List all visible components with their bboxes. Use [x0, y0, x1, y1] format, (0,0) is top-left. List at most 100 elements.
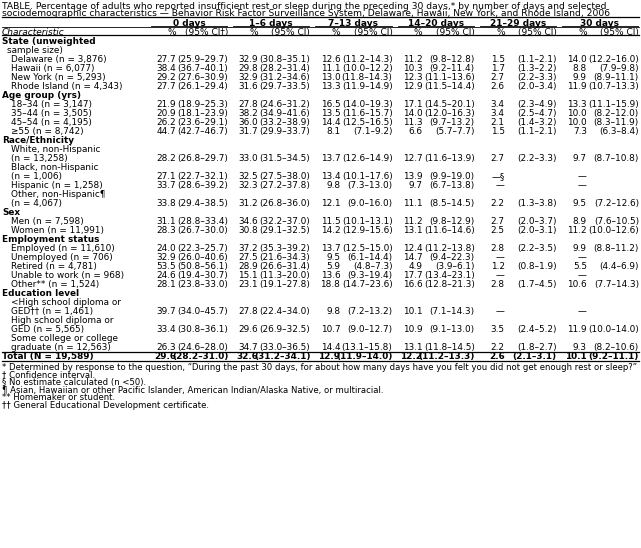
- Text: 14.4: 14.4: [320, 118, 340, 127]
- Text: 11.5: 11.5: [320, 217, 340, 226]
- Text: (9.3–19.4): (9.3–19.4): [347, 271, 392, 280]
- Text: 33.4: 33.4: [156, 325, 176, 334]
- Text: 1.2: 1.2: [490, 262, 504, 271]
- Text: (11.1–13.6): (11.1–13.6): [424, 73, 475, 82]
- Text: 35–44 (n = 3,505): 35–44 (n = 3,505): [11, 109, 92, 118]
- Text: 11.1: 11.1: [320, 64, 340, 73]
- Text: (6.7–13.8): (6.7–13.8): [429, 181, 475, 190]
- Text: 15.1: 15.1: [238, 271, 258, 280]
- Text: (31.2–34.1): (31.2–34.1): [254, 352, 310, 361]
- Text: 9.8: 9.8: [326, 307, 340, 316]
- Text: 2.7: 2.7: [490, 217, 504, 226]
- Text: (9.8–12.9): (9.8–12.9): [429, 217, 475, 226]
- Text: High school diploma or: High school diploma or: [11, 316, 113, 325]
- Text: 27.8: 27.8: [238, 307, 258, 316]
- Text: New York (n = 5,293): New York (n = 5,293): [11, 73, 106, 82]
- Text: (11.2–14.3): (11.2–14.3): [342, 55, 392, 64]
- Text: 39.7: 39.7: [156, 307, 176, 316]
- Text: 31.2: 31.2: [238, 199, 258, 208]
- Text: —: —: [578, 172, 587, 181]
- Text: 0 days: 0 days: [172, 19, 206, 28]
- Text: 27.8: 27.8: [238, 100, 258, 109]
- Text: (33.0–36.5): (33.0–36.5): [260, 343, 310, 352]
- Text: (4.8–7.3): (4.8–7.3): [353, 262, 392, 271]
- Text: 4.9: 4.9: [408, 262, 422, 271]
- Text: (n = 1,006): (n = 1,006): [11, 172, 62, 181]
- Text: Total (N = 19,589): Total (N = 19,589): [2, 352, 94, 361]
- Text: —: —: [578, 307, 587, 316]
- Text: 2.8: 2.8: [490, 244, 504, 253]
- Text: (12.2–16.0): (12.2–16.0): [588, 55, 639, 64]
- Text: (9.8–12.8): (9.8–12.8): [429, 55, 475, 64]
- Text: (2.0–3.4): (2.0–3.4): [517, 82, 557, 91]
- Text: (10.0–12.6): (10.0–12.6): [588, 226, 639, 235]
- Text: (7.2–13.2): (7.2–13.2): [347, 307, 392, 316]
- Text: 11.9: 11.9: [567, 82, 587, 91]
- Text: (25.9–29.7): (25.9–29.7): [178, 55, 228, 64]
- Text: (28.6–39.2): (28.6–39.2): [178, 181, 228, 190]
- Text: (34.0–45.7): (34.0–45.7): [178, 307, 228, 316]
- Text: 29.6: 29.6: [238, 325, 258, 334]
- Text: 28.3: 28.3: [156, 226, 176, 235]
- Text: 27.7: 27.7: [156, 82, 176, 91]
- Text: 17.1: 17.1: [403, 100, 422, 109]
- Text: 33.0: 33.0: [238, 154, 258, 163]
- Text: 21.9: 21.9: [156, 100, 176, 109]
- Text: State (unweighted: State (unweighted: [2, 37, 96, 46]
- Text: Black, non-Hispanic: Black, non-Hispanic: [11, 163, 98, 172]
- Text: (28.2–31.4): (28.2–31.4): [260, 64, 310, 73]
- Text: graduate (n = 12,563): graduate (n = 12,563): [11, 343, 111, 352]
- Text: Education level: Education level: [2, 289, 79, 298]
- Text: (26.6–31.4): (26.6–31.4): [260, 262, 310, 271]
- Text: (11.6–14.6): (11.6–14.6): [424, 226, 475, 235]
- Text: (2.5–4.7): (2.5–4.7): [517, 109, 557, 118]
- Text: (21.6–34.3): (21.6–34.3): [260, 253, 310, 262]
- Text: (7.7–14.3): (7.7–14.3): [594, 280, 639, 289]
- Text: (19.1–27.8): (19.1–27.8): [260, 280, 310, 289]
- Text: 11.9: 11.9: [567, 325, 587, 334]
- Text: 1–6 days: 1–6 days: [249, 19, 293, 28]
- Text: 31.6: 31.6: [238, 82, 258, 91]
- Text: %: %: [167, 28, 176, 37]
- Text: Men (n = 7,598): Men (n = 7,598): [11, 217, 84, 226]
- Text: 11.2: 11.2: [403, 55, 422, 64]
- Text: (9.2–11.1): (9.2–11.1): [588, 352, 639, 361]
- Text: (22.4–34.0): (22.4–34.0): [260, 307, 310, 316]
- Text: 13.1: 13.1: [403, 226, 422, 235]
- Text: 2.6: 2.6: [489, 352, 504, 361]
- Text: (14.0–19.3): (14.0–19.3): [342, 100, 392, 109]
- Text: (8.9–11.1): (8.9–11.1): [594, 73, 639, 82]
- Text: 2.2: 2.2: [490, 343, 504, 352]
- Text: (2.2–3.3): (2.2–3.3): [517, 154, 557, 163]
- Text: 38.4: 38.4: [156, 64, 176, 73]
- Text: 1.7: 1.7: [490, 64, 504, 73]
- Text: 13.7: 13.7: [320, 244, 340, 253]
- Text: (6.1–14.4): (6.1–14.4): [347, 253, 392, 262]
- Text: 26.2: 26.2: [156, 118, 176, 127]
- Text: 10.0: 10.0: [567, 109, 587, 118]
- Text: 9.5: 9.5: [573, 199, 587, 208]
- Text: (29.7–33.5): (29.7–33.5): [260, 82, 310, 91]
- Text: (8.5–14.5): (8.5–14.5): [429, 199, 475, 208]
- Text: Race/Ethnicity: Race/Ethnicity: [2, 136, 74, 145]
- Text: 32.3: 32.3: [238, 181, 258, 190]
- Text: (26.8–36.0): (26.8–36.0): [260, 199, 310, 208]
- Text: 12.2: 12.2: [401, 352, 422, 361]
- Text: (4.4–6.9): (4.4–6.9): [599, 262, 639, 271]
- Text: (18.1–23.9): (18.1–23.9): [178, 109, 228, 118]
- Text: (11.6–13.9): (11.6–13.9): [424, 154, 475, 163]
- Text: (8.2–12.0): (8.2–12.0): [594, 109, 639, 118]
- Text: 9.7: 9.7: [573, 154, 587, 163]
- Text: 45–54 (n = 4,195): 45–54 (n = 4,195): [11, 118, 92, 127]
- Text: 14–20 days: 14–20 days: [408, 19, 463, 28]
- Text: —: —: [495, 181, 504, 190]
- Text: Sex: Sex: [2, 208, 20, 217]
- Text: (8.7–10.8): (8.7–10.8): [594, 154, 639, 163]
- Text: (95% CI): (95% CI): [271, 28, 310, 37]
- Text: 9.7: 9.7: [408, 181, 422, 190]
- Text: (18.9–25.3): (18.9–25.3): [178, 100, 228, 109]
- Text: 14.4: 14.4: [320, 343, 340, 352]
- Text: (11.5–14.4): (11.5–14.4): [424, 82, 475, 91]
- Text: 2.2: 2.2: [490, 199, 504, 208]
- Text: 31.7: 31.7: [238, 127, 258, 136]
